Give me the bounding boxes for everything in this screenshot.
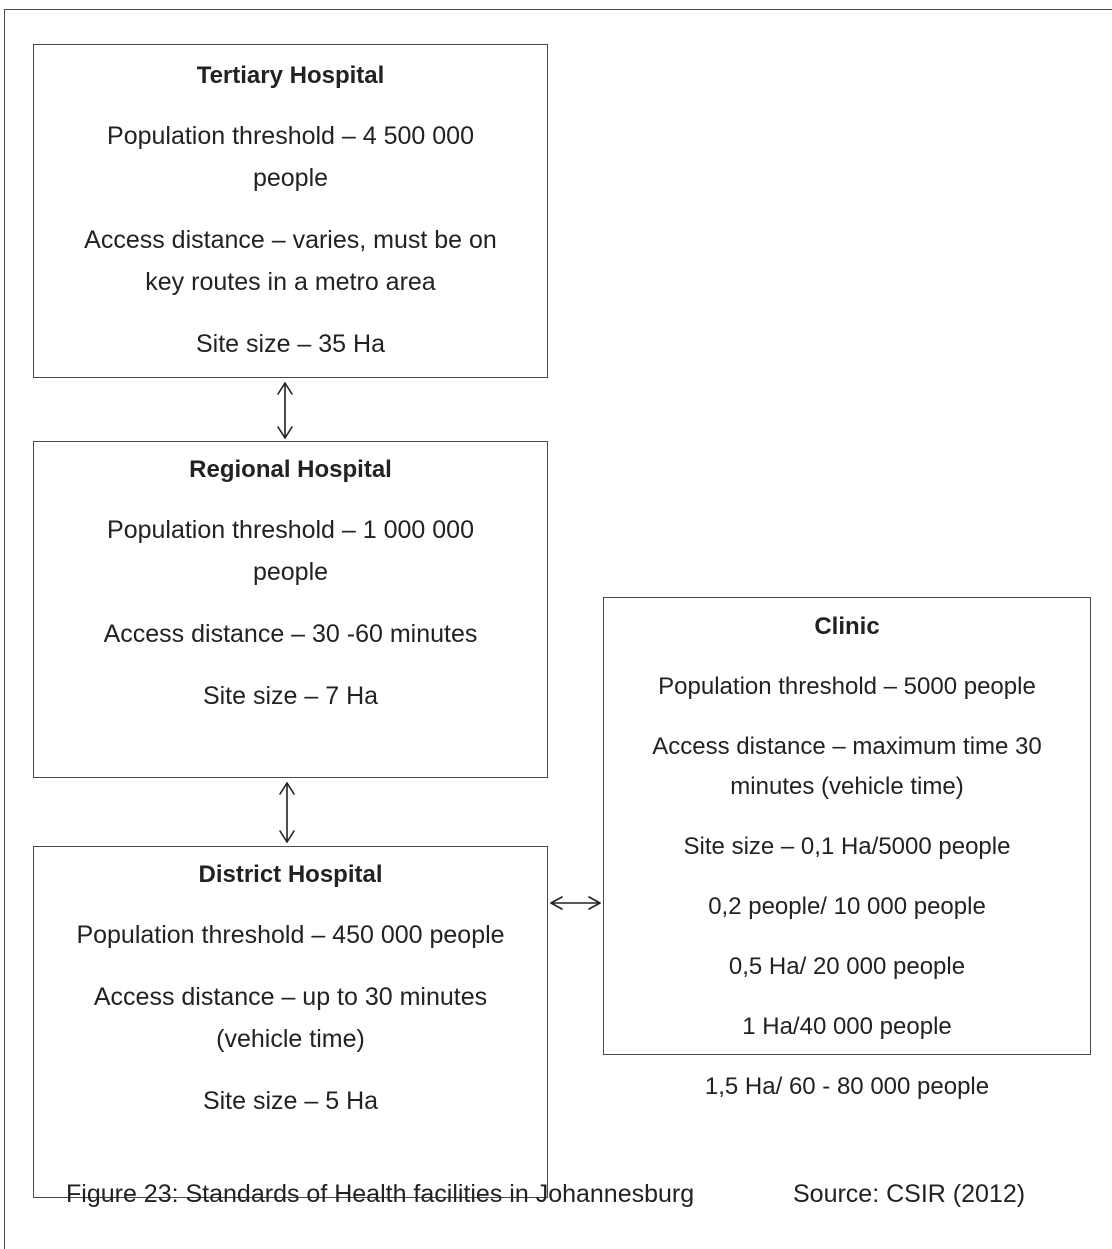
clinic-box: Clinic Population threshold – 5000 peopl… <box>603 597 1091 1100</box>
clinic-population: Population threshold – 5000 people <box>658 673 1036 700</box>
tertiary-access-line-1: Access distance – varies, must be on <box>84 226 497 254</box>
regional-access: Access distance – 30 -60 minutes <box>103 620 478 648</box>
regional-population-line-1: Population threshold – 1 000 000 <box>107 516 474 544</box>
district-access-line-1: Access distance – up to 30 minutes <box>93 983 488 1011</box>
regional-population-line-2: people <box>252 558 329 586</box>
clinic-title: Clinic <box>814 613 880 640</box>
district-title: District Hospital <box>198 861 383 888</box>
clinic-site-size: Site size – 0,1 Ha/5000 people <box>683 833 1011 860</box>
clinic-access-line-1: Access distance – maximum time 30 <box>652 733 1042 760</box>
tertiary-hospital-box: Tertiary Hospital Population threshold –… <box>33 44 548 378</box>
page-frame <box>4 9 1112 1249</box>
regional-hospital-box: Regional Hospital Population threshold –… <box>33 441 548 778</box>
clinic-ratio-item: 0,2 people/ 10 000 people <box>708 893 986 920</box>
tertiary-access-line-2: key routes in a metro area <box>145 268 436 296</box>
clinic-ratio-item: 1,5 Ha/ 60 - 80 000 people <box>704 1073 990 1100</box>
district-hospital-box: District Hospital Population threshold –… <box>33 846 548 1198</box>
figure-source: Source: CSIR (2012) <box>793 1180 1026 1208</box>
district-access-line-2: (vehicle time) <box>216 1025 365 1053</box>
clinic-ratio-item: 0,5 Ha/ 20 000 people <box>728 953 966 980</box>
regional-site-size: Site size – 7 Ha <box>202 682 379 710</box>
figure-caption: Figure 23: Standards of Health facilitie… <box>66 1180 1106 1209</box>
tertiary-site-size: Site size – 35 Ha <box>196 330 385 358</box>
district-site-size: Site size – 5 Ha <box>202 1087 379 1115</box>
tertiary-population-line-1: Population threshold – 4 500 000 <box>107 122 474 150</box>
clinic-access-line-2: minutes (vehicle time) <box>730 773 964 800</box>
regional-title: Regional Hospital <box>189 456 392 483</box>
tertiary-title: Tertiary Hospital <box>196 62 385 89</box>
district-population: Population threshold – 450 000 people <box>76 921 505 949</box>
clinic-ratio-item: 1 Ha/40 000 people <box>742 1013 952 1040</box>
tertiary-population-line-2: people <box>252 164 329 192</box>
figure-caption-text: Figure 23: Standards of Health facilitie… <box>66 1180 695 1208</box>
